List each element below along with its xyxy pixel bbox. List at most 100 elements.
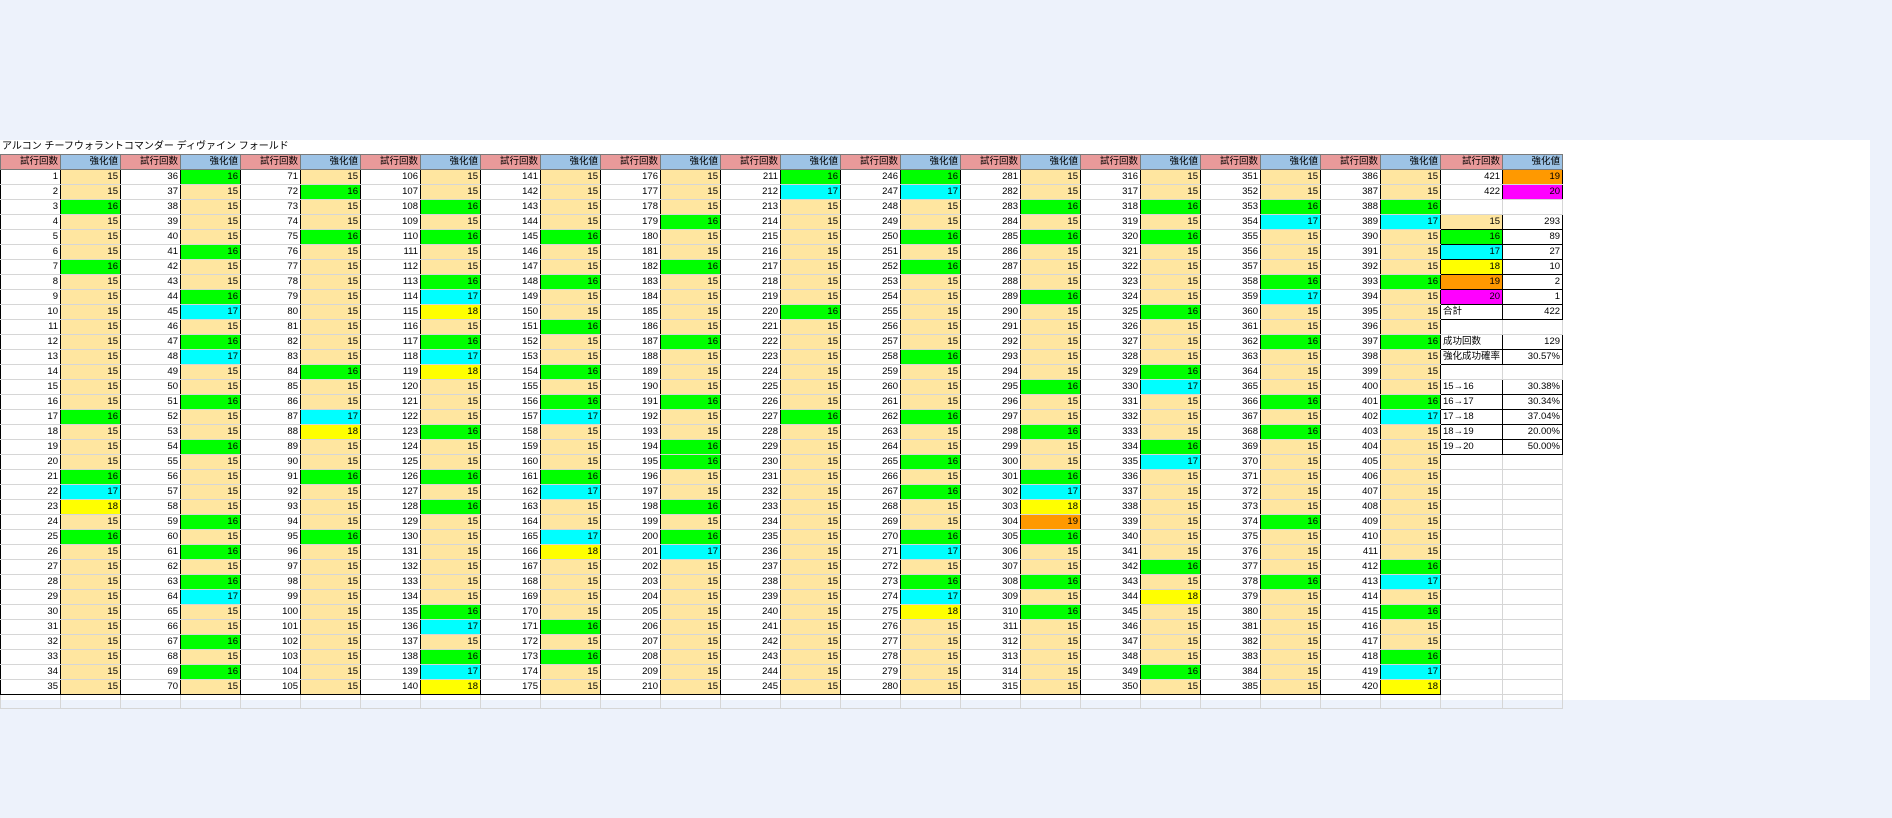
value-cell[interactable]: 15 xyxy=(1140,514,1201,530)
header-enhance-value[interactable]: 強化値 xyxy=(60,154,121,170)
empty-cell[interactable] xyxy=(1502,199,1564,215)
value-cell[interactable]: 15 xyxy=(1260,679,1321,695)
trial-cell[interactable]: 80 xyxy=(240,304,301,320)
value-cell[interactable]: 15 xyxy=(1020,259,1081,275)
trial-cell[interactable]: 401 xyxy=(1320,394,1381,410)
value-cell[interactable]: 15 xyxy=(540,499,601,515)
value-cell[interactable]: 16 xyxy=(540,319,601,335)
trial-cell[interactable]: 375 xyxy=(1200,529,1261,545)
value-cell[interactable]: 16 xyxy=(1020,379,1081,395)
empty-cell[interactable] xyxy=(1439,559,1504,575)
empty-cell[interactable] xyxy=(1502,469,1564,485)
value-cell[interactable]: 15 xyxy=(180,319,241,335)
empty-cell[interactable] xyxy=(1439,199,1504,215)
trial-cell[interactable]: 298 xyxy=(960,424,1021,440)
trial-cell[interactable]: 36 xyxy=(120,169,181,185)
trial-cell[interactable]: 246 xyxy=(840,169,901,185)
trial-cell[interactable]: 204 xyxy=(600,589,661,605)
value-cell[interactable]: 16 xyxy=(1260,274,1321,290)
header-trial-count[interactable]: 試行回数 xyxy=(1080,154,1141,170)
trial-cell[interactable]: 141 xyxy=(480,169,541,185)
stat-total-label[interactable]: 合計 xyxy=(1439,304,1504,320)
trial-cell[interactable]: 398 xyxy=(1320,349,1381,365)
trial-cell[interactable]: 238 xyxy=(720,574,781,590)
value-cell[interactable]: 15 xyxy=(1260,439,1321,455)
value-cell[interactable]: 16 xyxy=(1380,274,1441,290)
value-cell[interactable]: 15 xyxy=(1260,364,1321,380)
value-cell[interactable]: 16 xyxy=(1260,424,1321,440)
trial-cell[interactable]: 282 xyxy=(960,184,1021,200)
trial-cell[interactable]: 47 xyxy=(120,334,181,350)
value-cell[interactable]: 15 xyxy=(1260,379,1321,395)
trial-cell[interactable]: 133 xyxy=(360,574,421,590)
trial-cell[interactable]: 258 xyxy=(840,349,901,365)
trial-cell[interactable]: 193 xyxy=(600,424,661,440)
value-cell[interactable]: 15 xyxy=(540,169,601,185)
trial-cell[interactable]: 55 xyxy=(120,454,181,470)
value-cell[interactable]: 15 xyxy=(1020,619,1081,635)
trial-cell[interactable]: 345 xyxy=(1080,604,1141,620)
header-trial-count[interactable]: 試行回数 xyxy=(1439,154,1504,170)
value-cell[interactable]: 15 xyxy=(1140,334,1201,350)
value-cell[interactable]: 15 xyxy=(60,244,121,260)
value-cell[interactable]: 15 xyxy=(420,559,481,575)
header-enhance-value[interactable]: 強化値 xyxy=(180,154,241,170)
trial-cell[interactable]: 306 xyxy=(960,544,1021,560)
trial-cell[interactable]: 286 xyxy=(960,244,1021,260)
value-cell[interactable]: 15 xyxy=(180,379,241,395)
value-cell[interactable]: 15 xyxy=(300,544,361,560)
value-cell[interactable]: 15 xyxy=(1140,289,1201,305)
trial-cell[interactable]: 168 xyxy=(480,574,541,590)
value-cell[interactable]: 15 xyxy=(540,289,601,305)
value-cell[interactable]: 15 xyxy=(900,394,961,410)
value-cell[interactable]: 18 xyxy=(900,604,961,620)
value-cell[interactable]: 17 xyxy=(1380,574,1441,590)
value-cell[interactable]: 15 xyxy=(540,304,601,320)
trial-cell[interactable]: 293 xyxy=(960,349,1021,365)
value-cell[interactable]: 15 xyxy=(900,214,961,230)
empty-cell[interactable] xyxy=(300,694,361,709)
empty-cell[interactable] xyxy=(1502,484,1564,500)
value-cell[interactable]: 15 xyxy=(1380,169,1441,185)
value-cell[interactable]: 15 xyxy=(60,634,121,650)
stat-transition-rate[interactable]: 37.04% xyxy=(1502,409,1564,425)
value-cell[interactable]: 15 xyxy=(660,229,721,245)
value-cell[interactable]: 16 xyxy=(1380,394,1441,410)
trial-cell[interactable]: 344 xyxy=(1080,589,1141,605)
value-cell[interactable]: 15 xyxy=(300,349,361,365)
trial-cell[interactable]: 405 xyxy=(1320,454,1381,470)
trial-cell[interactable]: 161 xyxy=(480,469,541,485)
trial-cell[interactable]: 248 xyxy=(840,199,901,215)
value-cell[interactable]: 15 xyxy=(1020,349,1081,365)
value-cell[interactable]: 15 xyxy=(900,619,961,635)
value-cell[interactable]: 17 xyxy=(780,184,841,200)
value-cell[interactable]: 16 xyxy=(1260,334,1321,350)
value-cell[interactable]: 17 xyxy=(1260,289,1321,305)
value-cell[interactable]: 15 xyxy=(60,619,121,635)
trial-cell[interactable]: 403 xyxy=(1320,424,1381,440)
value-cell[interactable]: 15 xyxy=(1260,544,1321,560)
trial-cell[interactable]: 24 xyxy=(0,514,61,530)
trial-cell[interactable]: 422 xyxy=(1439,184,1504,200)
trial-cell[interactable]: 265 xyxy=(840,454,901,470)
trial-cell[interactable]: 277 xyxy=(840,634,901,650)
trial-cell[interactable]: 115 xyxy=(360,304,421,320)
trial-cell[interactable]: 175 xyxy=(480,679,541,695)
value-cell[interactable]: 15 xyxy=(780,289,841,305)
value-cell[interactable]: 15 xyxy=(1260,349,1321,365)
trial-cell[interactable]: 407 xyxy=(1320,484,1381,500)
value-cell[interactable]: 16 xyxy=(900,259,961,275)
trial-cell[interactable]: 180 xyxy=(600,229,661,245)
trial-cell[interactable]: 88 xyxy=(240,424,301,440)
trial-cell[interactable]: 333 xyxy=(1080,424,1141,440)
trial-cell[interactable]: 386 xyxy=(1320,169,1381,185)
empty-cell[interactable] xyxy=(1502,634,1564,650)
value-cell[interactable]: 15 xyxy=(180,469,241,485)
stat-total-value[interactable]: 422 xyxy=(1502,304,1564,320)
value-cell[interactable]: 15 xyxy=(60,289,121,305)
value-cell[interactable]: 15 xyxy=(1020,589,1081,605)
value-cell[interactable]: 15 xyxy=(420,634,481,650)
trial-cell[interactable]: 328 xyxy=(1080,349,1141,365)
trial-cell[interactable]: 228 xyxy=(720,424,781,440)
trial-cell[interactable]: 411 xyxy=(1320,544,1381,560)
